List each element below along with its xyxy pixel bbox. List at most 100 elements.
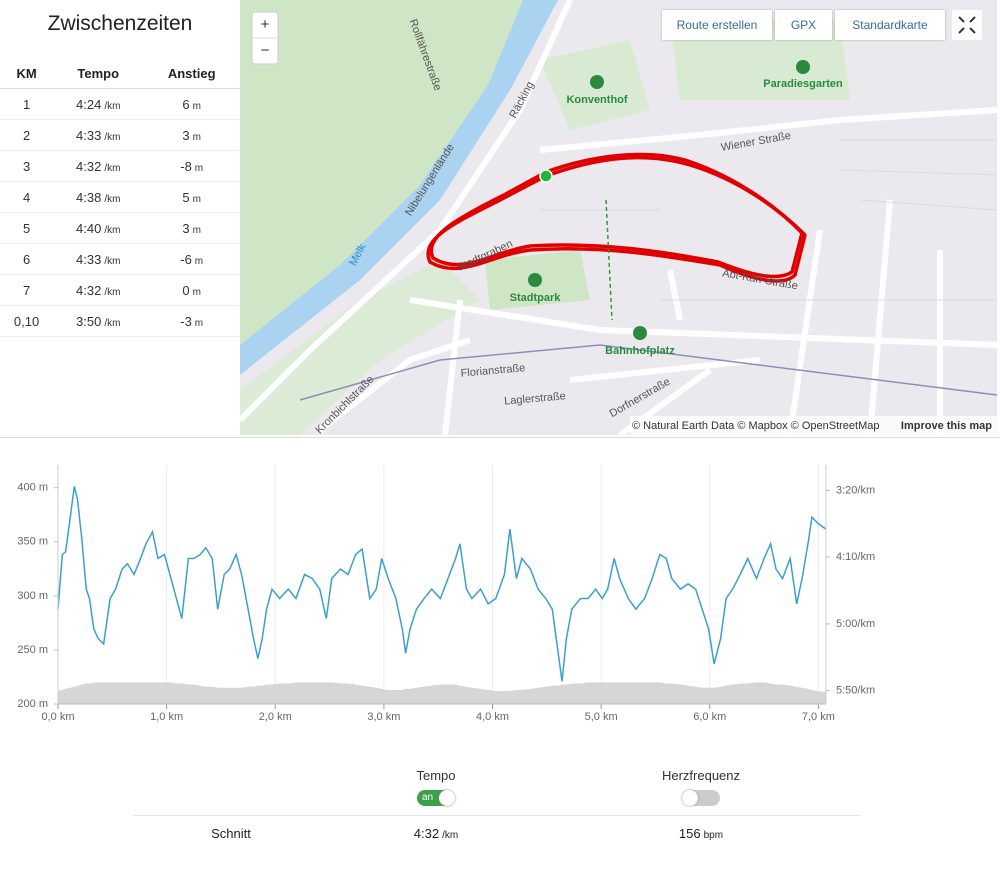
value: -8 xyxy=(180,158,192,174)
value: 5 xyxy=(182,189,190,205)
x-tick-label: 4,0 km xyxy=(476,711,509,723)
column-header: KM xyxy=(0,58,54,89)
fullscreen-icon xyxy=(958,16,976,34)
value: 4:32 xyxy=(76,282,102,298)
route xyxy=(426,152,807,283)
split-row: 3 4:32/km -8 m xyxy=(0,150,240,182)
road xyxy=(787,229,823,435)
park xyxy=(670,20,850,100)
km: 3 xyxy=(0,150,54,182)
map-label: Paradiesgarten xyxy=(763,78,843,90)
km: 7 xyxy=(0,274,54,306)
value: -3 xyxy=(180,313,192,329)
value: 4:38 xyxy=(76,189,102,205)
x-tick-label: 1,0 km xyxy=(150,711,183,723)
road xyxy=(539,107,997,153)
toggle-switch[interactable]: an xyxy=(417,790,455,806)
value: 4:40 xyxy=(76,220,102,236)
tempo: 4:38/km xyxy=(53,181,144,213)
anstieg: -3 m xyxy=(143,305,240,337)
map-label: Florianstraße xyxy=(460,362,526,380)
toggle-switch[interactable] xyxy=(682,790,720,806)
x-tick-label: 3,0 km xyxy=(367,711,400,723)
maptype-button[interactable]: Standardkarte xyxy=(835,10,945,40)
unit: /km xyxy=(104,131,121,143)
unit: m xyxy=(192,193,201,205)
unit: m xyxy=(192,100,201,112)
zoom-in[interactable]: + xyxy=(261,16,270,33)
splits-table: KM Tempo Anstieg 1 4:24/km 6 m 2 4:33/km 3 m 3 4:32… xyxy=(0,58,240,337)
unit: /km xyxy=(442,830,459,841)
km: 0,10 xyxy=(0,305,54,337)
y-tick-label: 300 m xyxy=(17,590,48,602)
tempo: 4:33/km xyxy=(53,243,144,275)
column-header: Anstieg xyxy=(143,58,240,89)
road xyxy=(318,337,471,433)
unit: /km xyxy=(104,100,121,112)
value: 156 xyxy=(678,826,701,841)
poi xyxy=(796,60,810,74)
divider xyxy=(0,437,1000,438)
summary-hr: 156 bpm xyxy=(621,826,781,841)
y-tick-label: 200 m xyxy=(17,698,48,710)
y2-tick-label: 4:10/km xyxy=(836,551,875,563)
unit: /km xyxy=(104,224,121,236)
value: 4:32 xyxy=(76,158,102,174)
y2-tick-label: 5:00/km xyxy=(836,618,875,630)
road xyxy=(442,299,463,435)
tempo: 4:32/km xyxy=(53,274,144,306)
unit: /km xyxy=(104,286,121,298)
value: 4:24 xyxy=(76,96,102,112)
route-lap xyxy=(429,152,804,279)
km: 1 xyxy=(0,88,54,120)
map[interactable]: RollfährestraßeNibelungenländeRäckingMel… xyxy=(240,0,997,435)
km: 4 xyxy=(0,181,54,213)
gpx-button[interactable]: GPX xyxy=(775,10,832,40)
road xyxy=(667,199,943,435)
value: 3:50 xyxy=(76,313,102,329)
improve-link[interactable]: Improve this map xyxy=(901,420,992,432)
km: 5 xyxy=(0,212,54,244)
split-row: 2 4:33/km 3 m xyxy=(0,119,240,151)
unit: /km xyxy=(104,255,121,267)
unit: /km xyxy=(104,193,121,205)
split-row: 5 4:40/km 3 m xyxy=(0,212,240,244)
y-tick-label: 250 m xyxy=(17,644,48,656)
anstieg: -6 m xyxy=(143,243,240,275)
unit: m xyxy=(192,131,201,143)
poi-icons xyxy=(528,60,810,340)
x-tick-label: 6,0 km xyxy=(693,711,726,723)
knob xyxy=(682,790,698,806)
toggle-label: Tempo xyxy=(416,768,456,783)
value: 4:33 xyxy=(76,251,102,267)
value: 4:32 xyxy=(413,826,440,841)
value: 6 xyxy=(182,96,190,112)
route-button[interactable]: Route erstellen xyxy=(662,10,772,40)
railway xyxy=(299,344,997,401)
split-row: 6 4:33/km -6 m xyxy=(0,243,240,275)
zoom-out[interactable]: − xyxy=(261,42,270,59)
value: 3 xyxy=(182,220,190,236)
chart: 0,0 km 1,0 km 2,0 km 3,0 km 4,0 km 5,0 km 6,0 … xyxy=(17,465,875,723)
value: 3 xyxy=(182,127,190,143)
km: 2 xyxy=(0,119,54,151)
table-body: 1 4:24/km 6 m 2 4:33/km 3 m 3 4:32/km -8 m 4 4:38/km 5… xyxy=(0,88,240,337)
river xyxy=(240,0,558,375)
fullscreen-button[interactable] xyxy=(952,10,982,40)
tempo: 4:24/km xyxy=(53,88,144,120)
summary-tempo: 4:32/km xyxy=(356,826,516,841)
toggle[interactable]: Tempo an xyxy=(356,768,516,809)
toggle-state: an xyxy=(422,792,434,803)
value: -6 xyxy=(180,251,192,267)
y2-tick-label: 5:50/km xyxy=(836,685,875,697)
blocks xyxy=(540,139,997,301)
toggle[interactable]: Herzfrequenz xyxy=(621,768,781,809)
header-row: KM Tempo Anstieg xyxy=(0,58,240,89)
y-tick-label: 350 m xyxy=(17,536,48,548)
